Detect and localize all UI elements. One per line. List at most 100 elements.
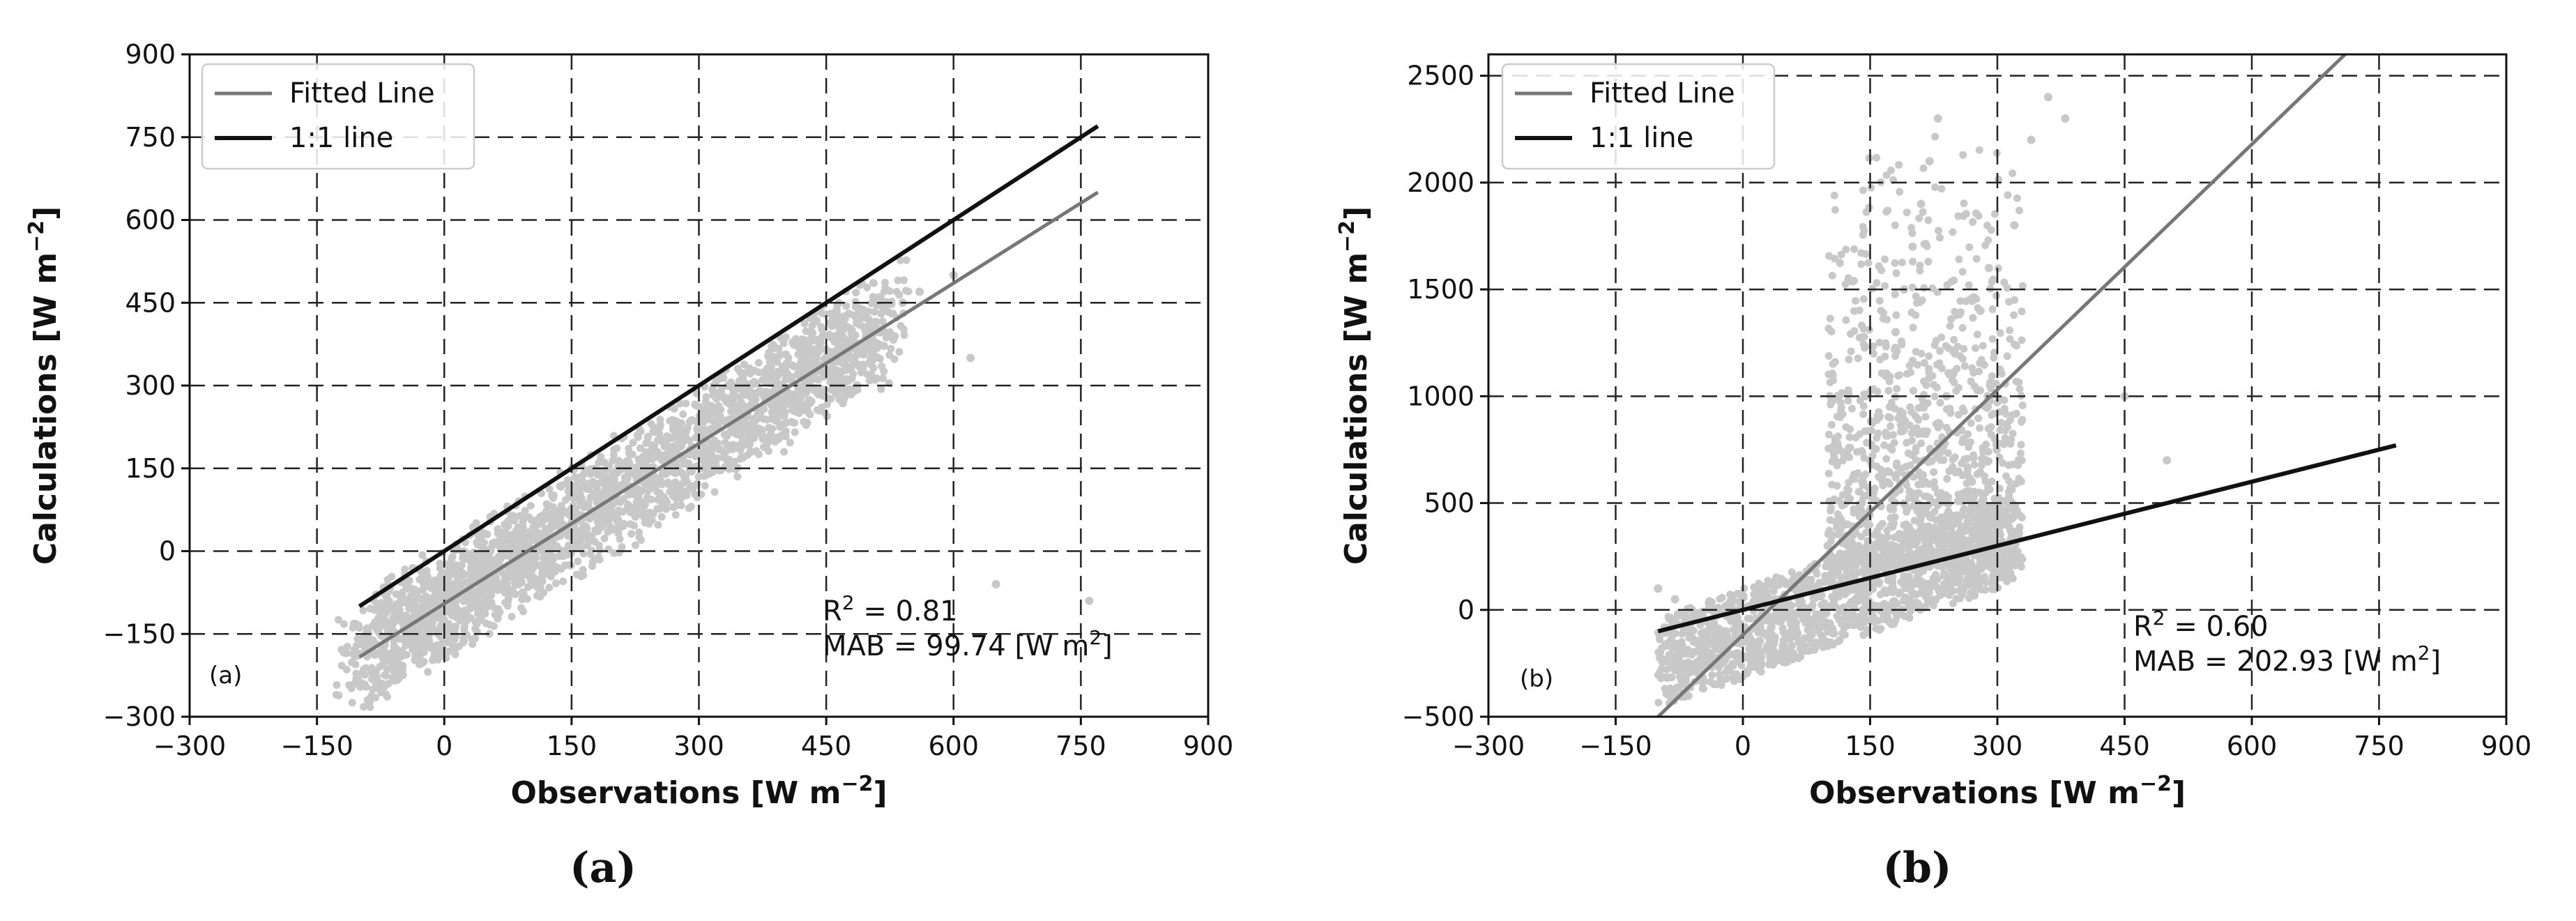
scatter-point xyxy=(1850,307,1859,315)
scatter-point xyxy=(758,433,766,441)
scatter-point xyxy=(881,278,889,287)
scatter-point xyxy=(1975,146,1983,154)
scatter-point xyxy=(853,315,861,324)
scatter-point xyxy=(855,363,863,371)
scatter-point xyxy=(1925,579,1933,588)
scatter-point xyxy=(1912,347,1920,356)
x-tick-label: 600 xyxy=(928,731,979,761)
scatter-point xyxy=(578,475,586,484)
scatter-point xyxy=(1928,524,1937,533)
scatter-point xyxy=(1988,335,1997,343)
scatter-point xyxy=(1921,478,1930,486)
scatter-point xyxy=(736,368,745,376)
scatter-point xyxy=(818,385,827,393)
scatter-point xyxy=(727,462,736,470)
scatter-point xyxy=(2002,409,2010,418)
scatter-point xyxy=(894,276,902,284)
scatter-point xyxy=(1974,212,1983,220)
scatter-point xyxy=(813,348,822,357)
series-line-fitted xyxy=(358,190,1099,659)
y-axis-label: Calculations [W m−2] xyxy=(24,206,63,565)
r2-annotation: R2 = 0.81 xyxy=(823,591,958,627)
scatter-point xyxy=(655,454,664,462)
scatter-point xyxy=(798,350,806,358)
scatter-point xyxy=(654,521,662,529)
scatter-point xyxy=(2004,191,2012,199)
scatter-point xyxy=(1850,327,1859,335)
scatter-point xyxy=(2015,385,2024,393)
scatter-point xyxy=(689,483,698,492)
scatter-point xyxy=(2009,411,2017,419)
scatter-point xyxy=(796,359,805,368)
scatter-point xyxy=(1987,430,1995,439)
scatter-point xyxy=(725,415,733,423)
scatter-point xyxy=(1984,402,1992,411)
scatter-point xyxy=(1946,526,1955,535)
scatter-point xyxy=(736,446,745,454)
scatter-point xyxy=(583,541,591,549)
scatter-point xyxy=(466,570,474,579)
scatter-point xyxy=(1708,671,1716,679)
scatter-point xyxy=(527,568,535,577)
scatter-point xyxy=(770,413,778,422)
scatter-point xyxy=(1826,314,1834,323)
scatter-point xyxy=(881,304,890,313)
scatter-point xyxy=(536,512,544,521)
scatter-point xyxy=(677,443,685,451)
scatter-point xyxy=(551,542,559,550)
scatter-point xyxy=(624,456,632,464)
scatter-point xyxy=(1850,277,1858,285)
scatter-point xyxy=(383,593,391,602)
scatter-point xyxy=(1858,448,1866,457)
scatter-point xyxy=(389,606,397,614)
scatter-point xyxy=(1798,611,1806,620)
scatter-point xyxy=(358,634,367,643)
scatter-point xyxy=(1953,342,1962,351)
scatter-point xyxy=(1886,468,1894,476)
scatter-point xyxy=(694,473,703,481)
scatter-point xyxy=(1778,650,1786,658)
scatter-point xyxy=(1954,411,1963,419)
scatter-point xyxy=(557,546,565,554)
scatter-point xyxy=(1853,448,1861,456)
scatter-point xyxy=(397,651,406,660)
scatter-point xyxy=(626,520,634,528)
scatter-point xyxy=(1891,473,1900,482)
scatter-point xyxy=(1882,342,1890,351)
scatter-point xyxy=(2004,438,2013,446)
scatter-point xyxy=(877,310,885,318)
scatter-point xyxy=(806,337,814,346)
scatter-point xyxy=(1970,461,1979,469)
scatter-point xyxy=(1988,572,1997,580)
scatter-point xyxy=(878,362,886,370)
scatter-point xyxy=(1884,413,1893,421)
scatter-point xyxy=(2018,307,2026,316)
scatter-point xyxy=(459,634,467,642)
scatter-point xyxy=(585,485,593,494)
scatter-point xyxy=(2009,169,2017,178)
scatter-point xyxy=(482,584,490,592)
scatter-point xyxy=(714,446,722,454)
scatter-point xyxy=(1965,243,1974,251)
scatter-point xyxy=(1732,629,1741,637)
scatter-point xyxy=(714,439,722,448)
scatter-point xyxy=(869,293,878,301)
scatter-point xyxy=(717,391,726,399)
scatter-point xyxy=(548,492,556,500)
scatter-point xyxy=(1857,260,1866,268)
scatter-point xyxy=(565,531,574,539)
scatter-point xyxy=(382,671,390,680)
scatter-point xyxy=(411,586,419,594)
scatter-point xyxy=(835,367,844,376)
scatter-point xyxy=(1944,493,1953,501)
scatter-point xyxy=(782,418,791,427)
scatter-point xyxy=(1860,333,1868,341)
scatter-point xyxy=(367,675,376,683)
scatter-point xyxy=(1935,234,1944,242)
y-tick-label: 450 xyxy=(125,287,176,318)
scatter-point xyxy=(1930,508,1939,516)
scatter-point xyxy=(618,542,626,551)
scatter-point xyxy=(1692,637,1700,645)
scatter-point xyxy=(348,699,356,707)
scatter-point xyxy=(1992,441,2000,449)
